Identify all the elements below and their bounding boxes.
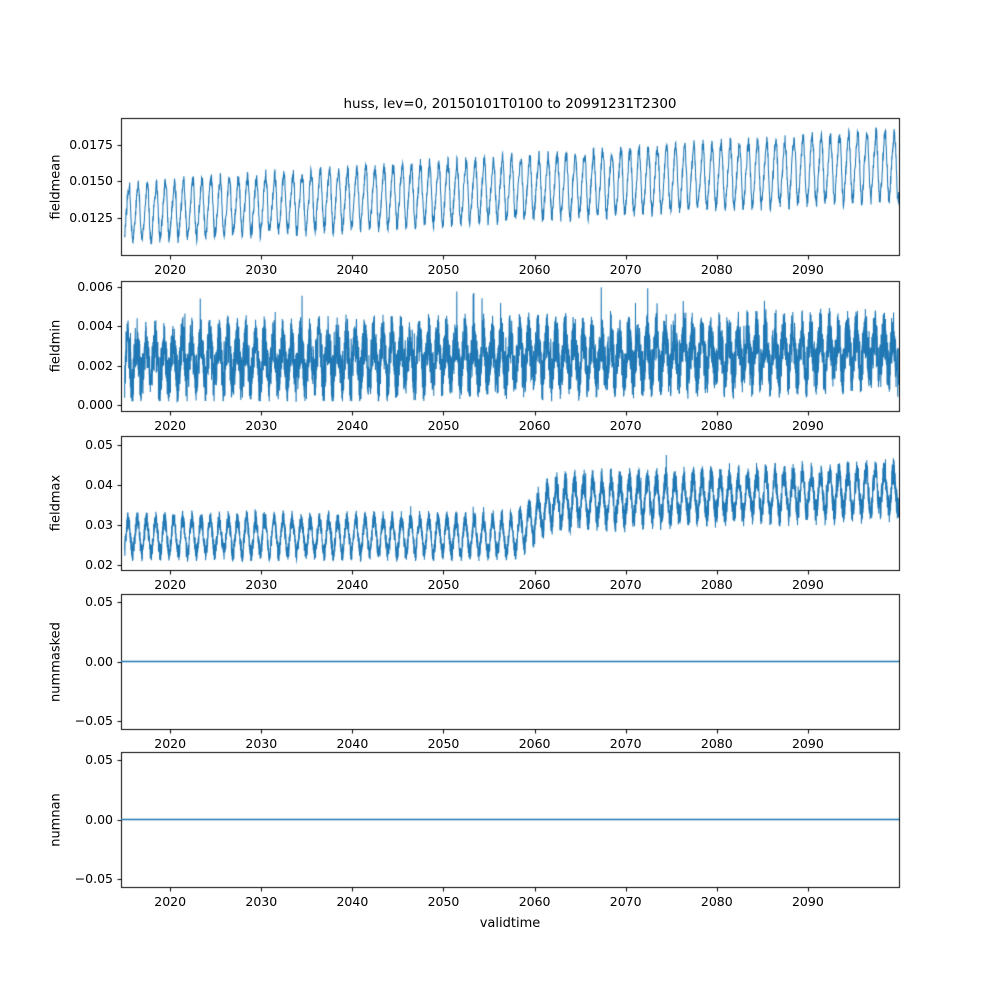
x-tick-label: 2090 [791,418,824,433]
y-tick-label: 0.004 [77,318,113,334]
y-tick-label: 0.0125 [69,210,113,226]
x-tick-label: 2090 [791,577,824,592]
x-tick-label: 2060 [518,262,551,277]
x-tick-label: 2020 [154,262,187,277]
y-axis-label-numnan: numnan [48,792,64,847]
x-tick-label: 2090 [791,736,824,751]
y-tick-label: 0.002 [77,357,113,373]
x-tick-label: 2020 [154,418,187,433]
y-tick-label: 0.05 [85,437,113,453]
y-axis-label-nummasked: nummasked [48,621,64,702]
x-tick-label: 2030 [245,577,278,592]
y-axis-label-fieldmin: fieldmin [48,319,64,373]
y-axis-label-fieldmax: fieldmax [48,474,64,532]
x-axis-label: validtime [479,916,541,931]
y-tick-label: 0.02 [85,556,113,572]
x-tick-label: 2090 [791,894,824,909]
y-tick-label: 0.0150 [69,173,113,189]
x-tick-label: 2050 [427,577,460,592]
x-tick-label: 2080 [700,418,733,433]
y-tick-label: −0.05 [74,712,113,728]
x-tick-label: 2060 [518,418,551,433]
x-tick-label: 2070 [609,577,642,592]
chart-title: huss, lev=0, 20150101T0100 to 20991231T2… [343,96,677,112]
x-tick-label: 2070 [609,418,642,433]
x-tick-label: 2020 [154,736,187,751]
x-tick-label: 2030 [245,418,278,433]
x-tick-label: 2050 [427,262,460,277]
x-tick-label: 2030 [245,894,278,909]
x-tick-label: 2020 [154,577,187,592]
x-tick-label: 2070 [609,736,642,751]
y-tick-label: 0.00 [85,811,113,827]
x-tick-label: 2060 [518,736,551,751]
x-tick-label: 2080 [700,262,733,277]
x-tick-label: 2050 [427,736,460,751]
y-tick-label: 0.006 [77,278,113,294]
y-axis-label-fieldmean: fieldmean [48,154,64,219]
x-tick-label: 2080 [700,894,733,909]
x-tick-label: 2060 [518,577,551,592]
y-tick-label: 0.03 [85,516,113,532]
x-tick-label: 2030 [245,262,278,277]
y-tick-label: 0.0175 [69,136,113,152]
x-tick-label: 2040 [336,577,369,592]
x-tick-label: 2080 [700,577,733,592]
x-tick-label: 2040 [336,418,369,433]
x-tick-label: 2060 [518,894,551,909]
x-tick-label: 2020 [154,894,187,909]
x-tick-label: 2070 [609,894,642,909]
x-tick-label: 2050 [427,894,460,909]
y-tick-label: 0.04 [85,477,113,493]
x-tick-label: 2050 [427,418,460,433]
x-tick-label: 2070 [609,262,642,277]
y-tick-label: −0.05 [74,870,113,886]
y-tick-label: 0.000 [77,397,113,413]
x-tick-label: 2040 [336,262,369,277]
y-tick-label: 0.00 [85,653,113,669]
x-tick-label: 2090 [791,262,824,277]
y-tick-label: 0.05 [85,594,113,610]
x-tick-label: 2030 [245,736,278,751]
x-tick-label: 2080 [700,736,733,751]
x-tick-label: 2040 [336,736,369,751]
y-tick-label: 0.05 [85,752,113,768]
x-tick-label: 2040 [336,894,369,909]
